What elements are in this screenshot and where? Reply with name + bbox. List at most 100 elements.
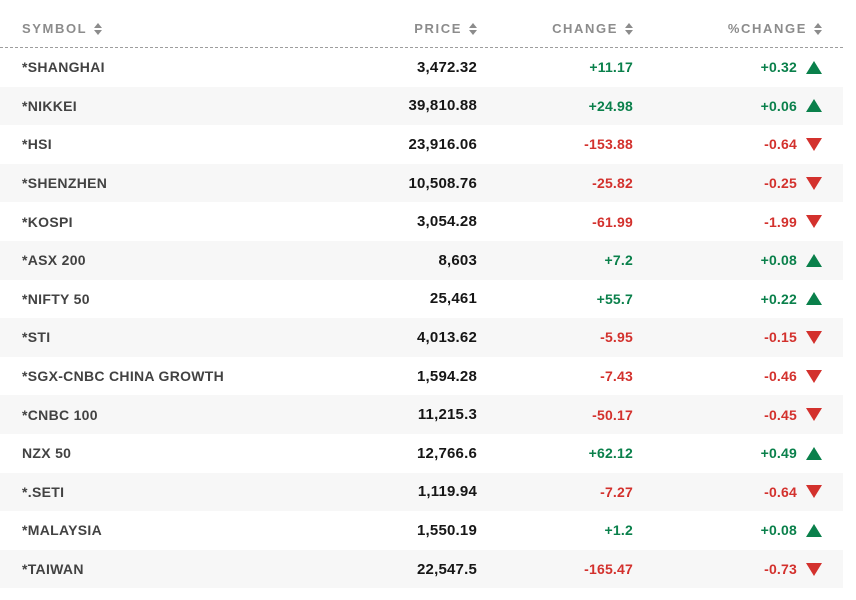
table-row[interactable]: *SHANGHAI 3,472.32 +11.17 +0.32	[0, 48, 843, 87]
sort-up-icon	[94, 22, 103, 28]
pct-change-cell: -0.64	[633, 484, 822, 500]
table-row[interactable]: NZX 50 12,766.6 +62.12 +0.49	[0, 434, 843, 473]
pct-change-cell: -0.25	[633, 175, 822, 191]
table-row[interactable]: *ASX 200 8,603 +7.2 +0.08	[0, 240, 843, 280]
pct-change-value: -0.25	[764, 175, 797, 192]
column-header-label: PRICE	[414, 21, 462, 36]
table-row[interactable]: *.SETI 1,119.94 -7.27 -0.64	[0, 472, 843, 512]
pct-change-cell: -0.15	[633, 329, 822, 345]
table-row[interactable]: *SHENZHEN 10,508.76 -25.82 -0.25	[0, 163, 843, 203]
symbol-cell: *MALAYSIA	[22, 522, 320, 538]
pct-change-cell: +0.32	[633, 59, 822, 75]
pct-change-cell: +0.06	[633, 98, 822, 114]
direction-down-icon	[806, 485, 822, 499]
change-cell: +62.12	[588, 445, 633, 462]
pct-change-value: -0.46	[764, 368, 797, 385]
change-cell: +7.2	[604, 252, 633, 269]
sort-down-icon	[625, 29, 633, 35]
pct-change-value: +0.08	[760, 252, 797, 269]
symbol-cell: *NIFTY 50	[22, 291, 320, 307]
direction-down-icon	[806, 137, 822, 151]
table-row[interactable]: *HSI 23,916.06 -153.88 -0.64	[0, 125, 843, 164]
symbol-cell: *CNBC 100	[22, 407, 320, 423]
pct-change-cell: -0.46	[633, 368, 822, 384]
symbol-link[interactable]: *HSI	[22, 136, 52, 153]
table-row[interactable]: *MALAYSIA 1,550.19 +1.2 +0.08	[0, 511, 843, 550]
pct-change-value: +0.06	[760, 97, 797, 114]
sort-icon[interactable]	[625, 22, 633, 35]
pct-change-value: +0.22	[760, 290, 797, 307]
symbol-cell: NZX 50	[22, 445, 320, 461]
symbol-link[interactable]: *CNBC 100	[22, 406, 98, 423]
price-cell: 1,119.94	[417, 483, 477, 501]
direction-down-icon	[806, 562, 822, 576]
symbol-link[interactable]: *SHANGHAI	[22, 59, 105, 76]
sort-icon[interactable]	[469, 22, 477, 35]
change-cell: +1.2	[604, 522, 633, 539]
direction-up-icon	[806, 99, 822, 113]
change-cell: -50.17	[592, 406, 633, 423]
direction-up-icon	[806, 446, 822, 460]
table-row[interactable]: *CNBC 100 11,215.3 -50.17 -0.45	[0, 395, 843, 434]
pct-change-value: -0.73	[764, 561, 797, 578]
symbol-link[interactable]: *TAIWAN	[22, 561, 84, 578]
change-cell: +55.7	[596, 290, 633, 307]
pct-change-value: -0.64	[764, 483, 797, 500]
change-cell: -61.99	[592, 213, 633, 230]
symbol-link[interactable]: *SHENZHEN	[22, 175, 108, 192]
column-header-price[interactable]: PRICE	[320, 21, 477, 36]
symbol-link[interactable]: *.SETI	[22, 483, 65, 500]
sort-down-icon	[469, 29, 477, 35]
symbol-cell: *KOSPI	[22, 214, 320, 230]
price-cell: 1,594.28	[417, 367, 477, 385]
pct-change-cell: -0.73	[633, 561, 822, 577]
change-cell: +24.98	[588, 97, 633, 114]
column-header-label: %CHANGE	[727, 21, 807, 36]
change-cell: -5.95	[600, 329, 633, 346]
symbol-link[interactable]: *MALAYSIA	[22, 522, 102, 539]
symbol-cell: *SHENZHEN	[22, 175, 320, 191]
change-cell: -165.47	[584, 561, 633, 578]
pct-change-cell: +0.49	[633, 445, 822, 461]
column-header-symbol[interactable]: SYMBOL	[22, 21, 320, 36]
table-row[interactable]: *SGX-CNBC CHINA GROWTH 1,594.28 -7.43 -0.46	[0, 357, 843, 396]
change-cell: -7.27	[600, 483, 633, 500]
table-row[interactable]: *STI 4,013.62 -5.95 -0.15	[0, 318, 843, 357]
change-cell: +11.17	[589, 59, 633, 76]
symbol-cell: *HSI	[22, 136, 320, 152]
symbol-link[interactable]: *SGX-CNBC CHINA GROWTH	[22, 368, 225, 385]
price-cell: 23,916.06	[408, 135, 477, 153]
symbol-link[interactable]: NZX 50	[22, 445, 72, 462]
market-data-table: SYMBOL PRICE CHANGE %CHANGE *SHANGHAI 3,472.…	[0, 21, 843, 589]
direction-down-icon	[806, 215, 822, 229]
symbol-link[interactable]: *NIKKEI	[22, 97, 77, 114]
price-cell: 3,054.28	[417, 213, 477, 231]
column-header-pct-change[interactable]: %CHANGE	[633, 21, 822, 36]
table-row[interactable]: *NIFTY 50 25,461 +55.7 +0.22	[0, 280, 843, 319]
direction-up-icon	[806, 523, 822, 537]
pct-change-value: +0.49	[760, 445, 797, 462]
sort-icon[interactable]	[814, 22, 822, 35]
symbol-cell: *NIKKEI	[22, 98, 320, 114]
change-cell: -25.82	[592, 175, 633, 192]
symbol-link[interactable]: *KOSPI	[22, 213, 73, 230]
symbol-link[interactable]: *ASX 200	[22, 252, 86, 269]
table-row[interactable]: *TAIWAN 22,547.5 -165.47 -0.73	[0, 549, 843, 589]
sort-icon[interactable]	[94, 22, 103, 35]
sort-up-icon	[625, 22, 633, 28]
table-row[interactable]: *NIKKEI 39,810.88 +24.98 +0.06	[0, 86, 843, 126]
symbol-cell: *.SETI	[22, 484, 320, 500]
direction-down-icon	[806, 330, 822, 344]
pct-change-value: -0.45	[764, 406, 797, 423]
direction-down-icon	[806, 408, 822, 422]
sort-up-icon	[814, 22, 822, 28]
symbol-link[interactable]: *STI	[22, 329, 51, 346]
pct-change-cell: -0.64	[633, 136, 822, 152]
symbol-cell: *TAIWAN	[22, 561, 320, 577]
table-row[interactable]: *KOSPI 3,054.28 -61.99 -1.99	[0, 202, 843, 241]
symbol-link[interactable]: *NIFTY 50	[22, 290, 90, 307]
column-header-change[interactable]: CHANGE	[477, 21, 633, 36]
price-cell: 39,810.88	[408, 97, 477, 115]
pct-change-value: -1.99	[764, 213, 797, 230]
direction-up-icon	[806, 253, 822, 267]
